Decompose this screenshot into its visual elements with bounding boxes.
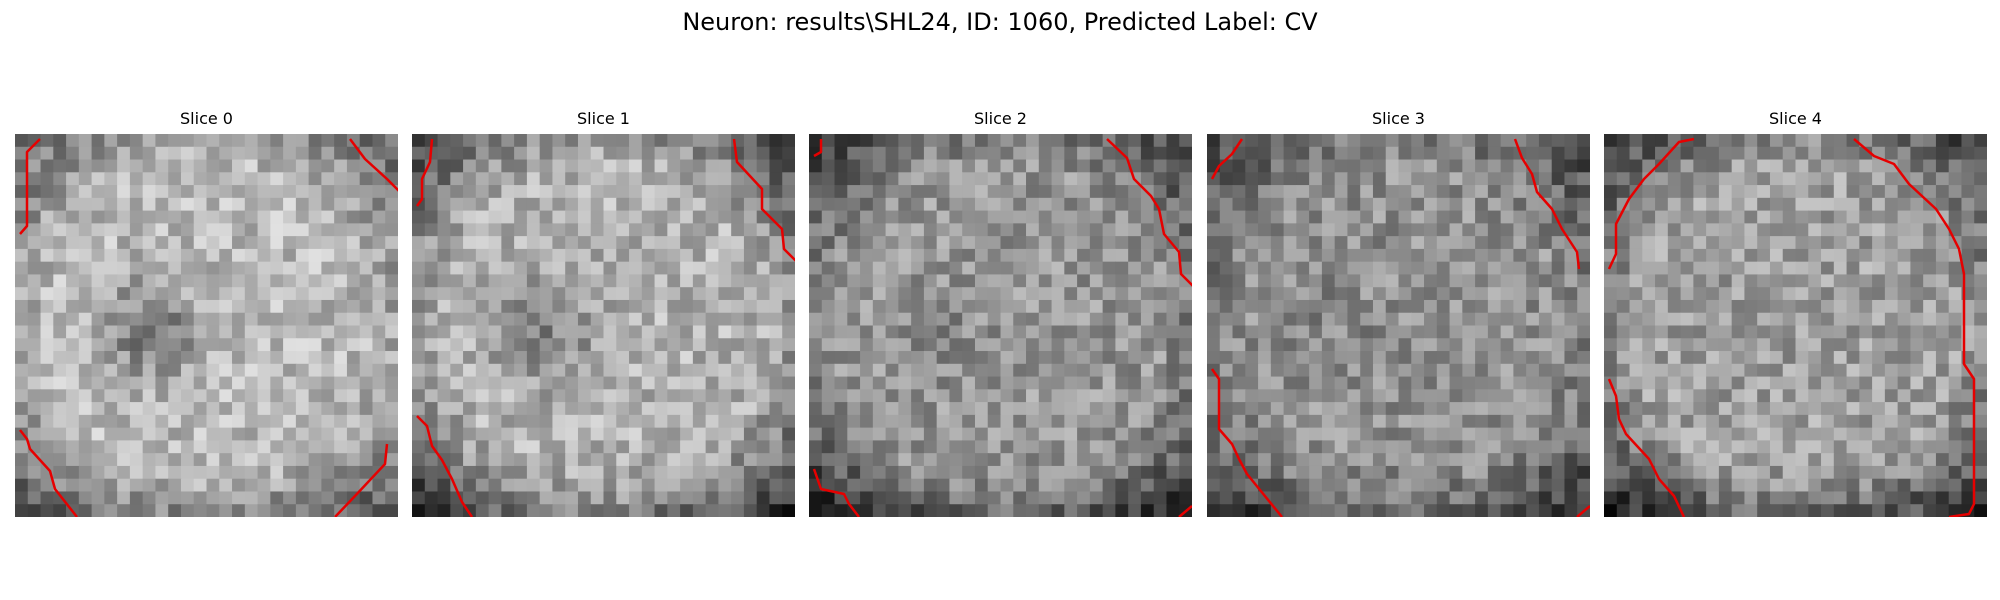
slice-title: Slice 3 — [1372, 109, 1425, 128]
contour-line — [19, 429, 78, 517]
slice-image — [1207, 134, 1590, 517]
pixel-grid — [1604, 134, 1987, 517]
slice-panel-4: Slice 4 — [1604, 108, 1987, 517]
pixel-grid — [412, 134, 795, 517]
contour-line — [1210, 368, 1283, 517]
contour-line — [1607, 378, 1686, 517]
contour-line — [812, 468, 860, 517]
pixel-grid — [809, 134, 1192, 517]
slice-title: Slice 0 — [180, 109, 233, 128]
slice-title: Slice 2 — [974, 109, 1027, 128]
contour-line — [1513, 138, 1581, 270]
contour-line — [732, 138, 795, 262]
contour-line — [1106, 138, 1192, 287]
slice-image — [15, 134, 398, 517]
pixel-grid — [15, 134, 398, 517]
slice-image — [1604, 134, 1987, 517]
contour-line — [349, 138, 398, 192]
figure-title: Neuron: results\SHL24, ID: 1060, Predict… — [682, 8, 1318, 36]
slice-panel-3: Slice 3 — [1207, 108, 1590, 517]
pixel-grid — [1207, 134, 1590, 517]
contour-line — [416, 415, 474, 517]
contour-line — [1178, 505, 1192, 517]
contour-line — [1576, 505, 1590, 517]
contour-line — [1607, 137, 1695, 270]
slice-image — [412, 134, 795, 517]
contour-line — [813, 139, 823, 158]
contour-line — [19, 138, 41, 235]
contour-line — [1210, 138, 1244, 180]
slice-panel-0: Slice 0 — [15, 108, 398, 517]
slice-panel-2: Slice 2 — [809, 108, 1192, 517]
contour-line — [334, 443, 389, 517]
slice-panel-1: Slice 1 — [412, 108, 795, 517]
slice-title: Slice 4 — [1769, 109, 1822, 128]
slice-image — [809, 134, 1192, 517]
slice-title: Slice 1 — [577, 109, 630, 128]
contour-line — [415, 138, 434, 207]
contour-line — [1853, 138, 1976, 517]
